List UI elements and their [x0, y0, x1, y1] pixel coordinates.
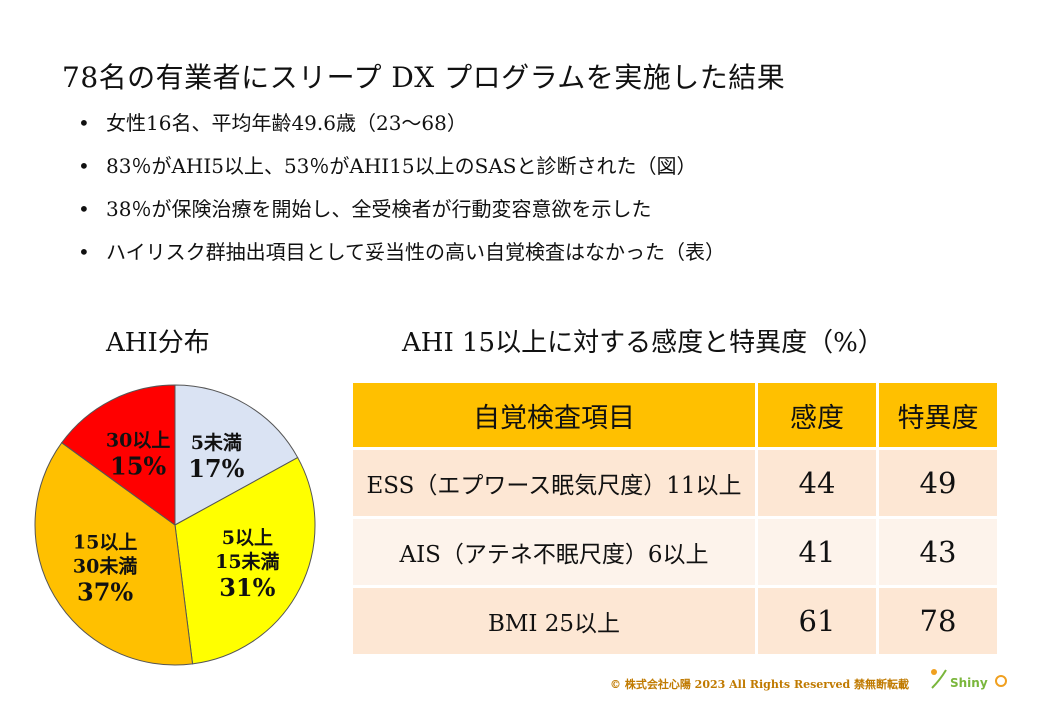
cell-specificity: 78	[879, 588, 997, 654]
cell-sensitivity: 41	[758, 519, 876, 585]
copyright-footer: © 株式会社心陽 2023 All Rights Reserved 禁無断転載	[610, 678, 909, 691]
table-title: AHI 15以上に対する感度と特異度（%）	[402, 328, 884, 358]
header-sensitivity: 感度	[758, 383, 876, 447]
pie-slice-label: 5未満 17%	[188, 431, 244, 483]
page-title: 78名の有業者にスリープ DX プログラムを実施した結果	[62, 61, 786, 94]
pie-slice-value: 31%	[219, 573, 275, 602]
table-row: BMI 25以上 61 78	[353, 588, 997, 654]
ahi-pie-chart: 5未満 17% 5以上 15未満 31% 15以上 30未満 37% 30以上 15%	[34, 384, 316, 666]
header-specificity: 特異度	[879, 383, 997, 447]
sensitivity-specificity-table: 自覚検査項目 感度 特異度 ESS（エプワース眠気尺度）11以上 44 49 A…	[350, 380, 1000, 657]
cell-item: BMI 25以上	[353, 588, 755, 654]
company-logo-icon	[931, 669, 1007, 689]
bullet-dot-icon: •	[78, 111, 90, 135]
cell-specificity: 43	[879, 519, 997, 585]
bullet-list: • 女性16名、平均年齢49.6歳（23〜68） • 83％がAHI5以上、53％が…	[78, 112, 725, 284]
bullet-dot-icon: •	[78, 197, 90, 221]
bullet-item: • 女性16名、平均年齢49.6歳（23〜68）	[78, 111, 467, 135]
cell-item: AIS（アテネ不眠尺度）6以上	[353, 519, 755, 585]
pie-chart-title: AHI分布	[106, 328, 210, 358]
pie-slice	[174, 384, 299, 526]
pie-slice-value: 17%	[188, 454, 244, 483]
pie-slice-label: 5以上 15未満 31%	[215, 527, 279, 602]
pie-slice	[174, 456, 316, 665]
cell-sensitivity: 44	[758, 450, 876, 516]
pie-slice-label: 15以上 30未満 37%	[73, 531, 137, 606]
header-item: 自覚検査項目	[353, 383, 755, 447]
company-logo-text: Shiny	[950, 676, 988, 690]
table-row: ESS（エプワース眠気尺度）11以上 44 49	[353, 450, 997, 516]
table-header-row: 自覚検査項目 感度 特異度	[353, 383, 997, 447]
pie-slice	[34, 442, 194, 666]
cell-sensitivity: 61	[758, 588, 876, 654]
cell-specificity: 49	[879, 450, 997, 516]
pie-slice	[61, 384, 176, 526]
pie-slice-value: 37%	[77, 577, 133, 606]
table-row: AIS（アテネ不眠尺度）6以上 41 43	[353, 519, 997, 585]
bullet-item: • 83％がAHI5以上、53％がAHI15以上のSASと診断された（図）	[78, 154, 697, 178]
bullet-dot-icon: •	[78, 240, 90, 264]
bullet-item: • ハイリスク群抽出項目として妥当性の高い自覚検査はなかった（表）	[78, 240, 725, 264]
bullet-item: • 38％が保険治療を開始し、全受検者が行動変容意欲を示した	[78, 197, 652, 221]
pie-slice-label: 30以上 15%	[106, 430, 170, 481]
pie-slice-value: 15%	[110, 452, 166, 481]
cell-item: ESS（エプワース眠気尺度）11以上	[353, 450, 755, 516]
bullet-dot-icon: •	[78, 154, 90, 178]
